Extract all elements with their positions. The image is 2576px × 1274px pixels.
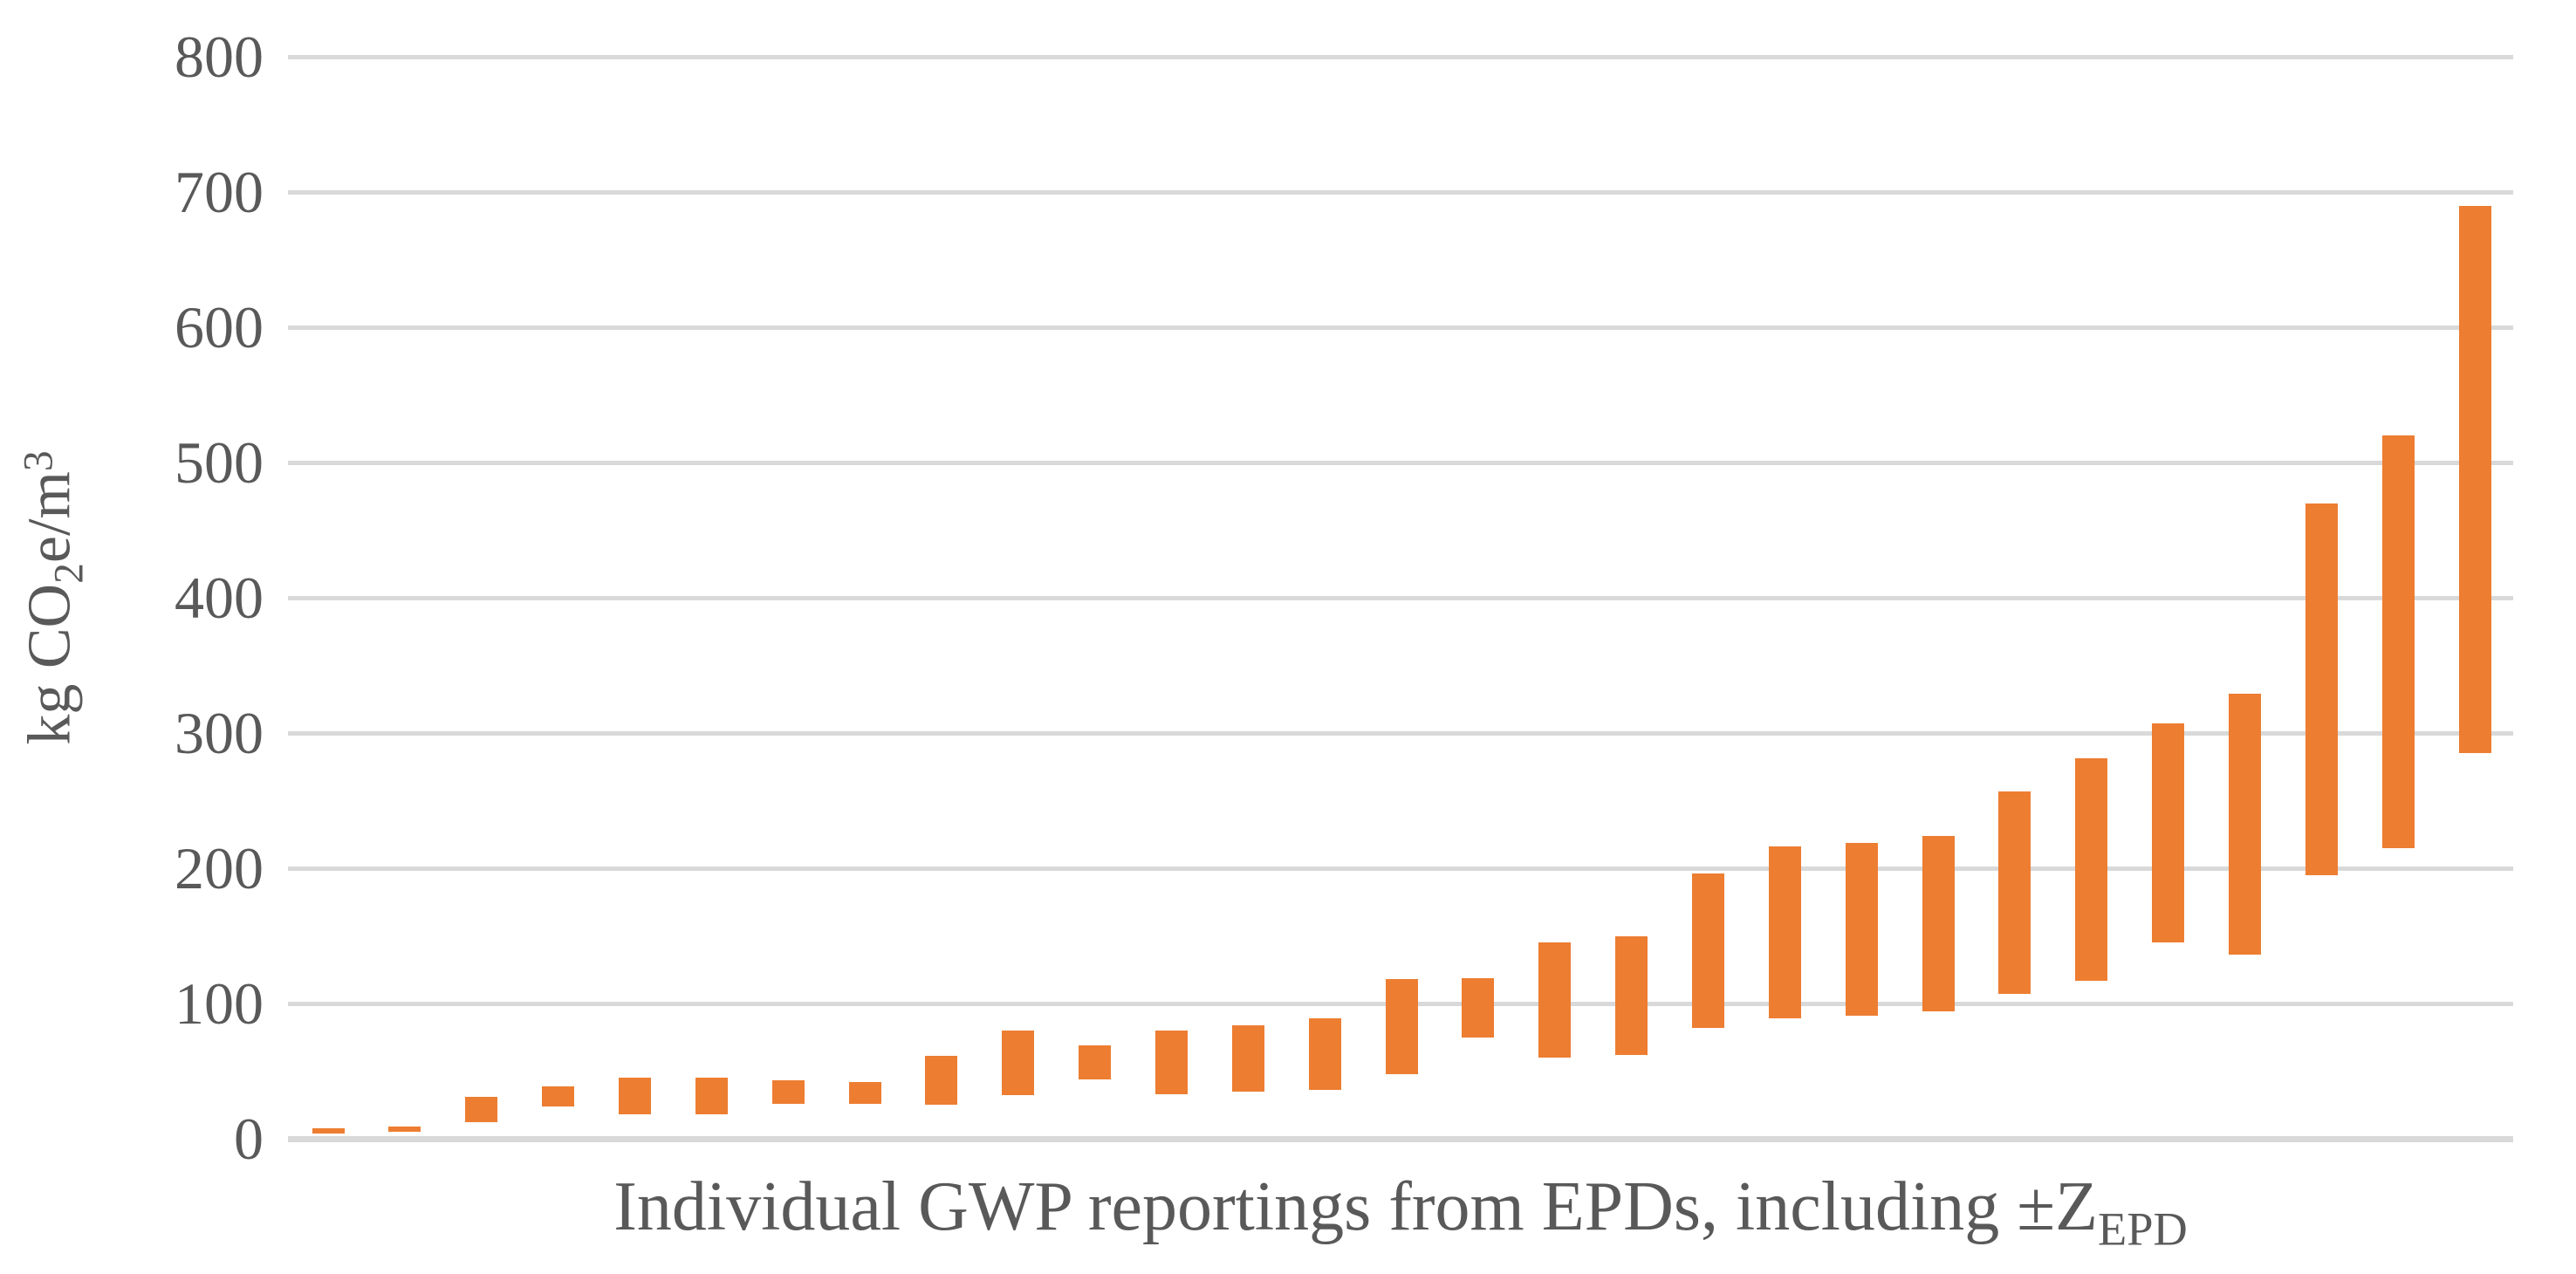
y-tick-label-800: 800 [175,24,264,90]
y-tick-label-0: 0 [234,1106,264,1172]
range-bar-11 [1079,1045,1112,1079]
gridline-y-300 [288,730,2513,736]
range-bar-14 [1308,1018,1341,1091]
y-tick-label-200: 200 [175,835,264,901]
range-bar-29 [2458,205,2491,754]
range-bar-18 [1615,935,1648,1055]
range-bar-13 [1231,1024,1264,1092]
y-tick-label-500: 500 [175,429,264,496]
gridline-y-600 [288,325,2513,330]
range-bar-1 [312,1127,345,1134]
range-bar-7 [771,1080,805,1104]
range-bar-9 [925,1056,958,1106]
y-axis-title-text: kg CO [16,583,84,745]
gridline-y-0 [288,1135,2513,1142]
range-bar-17 [1538,942,1572,1058]
range-bar-25 [2152,723,2185,943]
x-axis-title-subscript: EPD [2097,1202,2188,1256]
range-bar-26 [2228,694,2261,956]
y-tick-label-300: 300 [175,700,264,766]
range-bar-2 [388,1127,421,1133]
range-bar-22 [1922,835,1955,1012]
x-axis-title-text: Individual GWP reportings from EPDs, inc… [613,1168,2098,1245]
y-tick-label-100: 100 [175,970,264,1037]
y-axis-title-subscript: 2 [46,563,92,584]
range-bar-28 [2381,435,2415,848]
range-bar-21 [1845,842,1878,1016]
range-bar-4 [542,1086,575,1106]
range-bar-24 [2075,758,2108,981]
y-axis-title-superscript: 3 [16,450,62,472]
gridline-y-800 [288,54,2513,59]
gridline-y-500 [288,460,2513,465]
range-bar-27 [2305,503,2338,875]
y-tick-label-600: 600 [175,294,264,360]
x-axis-title: Individual GWP reportings from EPDs, inc… [288,1168,2513,1256]
y-axis-title-text2: e/m [16,471,84,564]
y-axis-title: kg CO2e/m3 [15,450,92,744]
range-bar-16 [1462,977,1495,1038]
gridline-y-700 [288,189,2513,195]
range-bar-6 [695,1078,728,1115]
range-bar-19 [1691,873,1724,1028]
y-tick-label-400: 400 [175,565,264,631]
range-bar-3 [465,1096,498,1123]
gridline-y-400 [288,595,2513,600]
gridline-y-200 [288,866,2513,871]
range-bar-15 [1385,979,1418,1074]
range-bar-20 [1768,846,1801,1019]
y-tick-label-700: 700 [175,159,264,225]
range-bar-23 [1998,791,2031,995]
range-bar-8 [848,1081,881,1104]
range-bar-10 [1002,1031,1035,1096]
range-bar-5 [618,1078,651,1115]
range-bar-12 [1154,1031,1188,1094]
